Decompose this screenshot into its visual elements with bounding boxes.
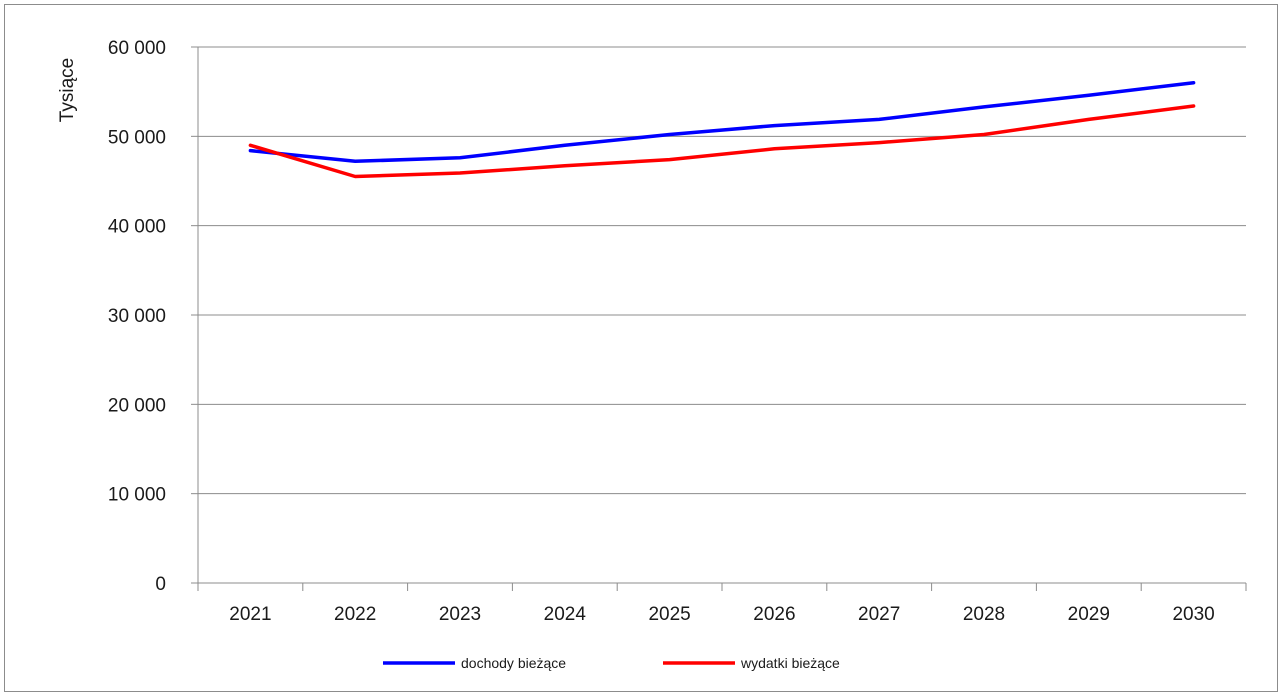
chart-frame: [4, 4, 1278, 692]
y-tick-label: 50 000: [108, 127, 166, 148]
y-tick-label: 10 000: [108, 485, 166, 506]
series-lines: [248, 80, 1196, 179]
legend: dochody bieżące wydatki bieżące: [383, 655, 840, 671]
x-tick-label: 2023: [439, 604, 481, 625]
x-tick-label: 2029: [1068, 604, 1110, 625]
legend-label: wydatki bieżące: [740, 655, 840, 671]
x-tick-label: 2025: [648, 604, 690, 625]
x-tick-label: 2026: [753, 604, 795, 625]
series-line-1: [248, 80, 1196, 164]
y-tick-label: 20 000: [108, 395, 166, 416]
y-tick-label: 0: [155, 574, 166, 595]
x-tick-label: 2027: [858, 604, 900, 625]
series-line-2: [248, 104, 1196, 179]
y-tick-label: 30 000: [108, 306, 166, 327]
x-tick-label: 2028: [963, 604, 1005, 625]
legend-label: dochody bieżące: [461, 655, 566, 671]
x-tick-label: 2022: [334, 604, 376, 625]
x-tick-labels: 2021 2022 2023 2024 2025 2026 2027 2028 2029 2030: [229, 604, 1214, 625]
y-axis-label: Tysiące: [57, 58, 78, 122]
gridlines: [198, 46, 1246, 495]
y-tick-label: 40 000: [108, 217, 166, 238]
axes: [191, 46, 1247, 591]
x-tick-label: 2030: [1172, 604, 1214, 625]
x-tick-label: 2021: [229, 604, 271, 625]
y-tick-labels: 0 10 000 20 000 30 000 40 000 50 000 60 000: [108, 38, 166, 595]
y-tick-label: 60 000: [108, 38, 166, 59]
x-tick-label: 2024: [544, 604, 587, 625]
